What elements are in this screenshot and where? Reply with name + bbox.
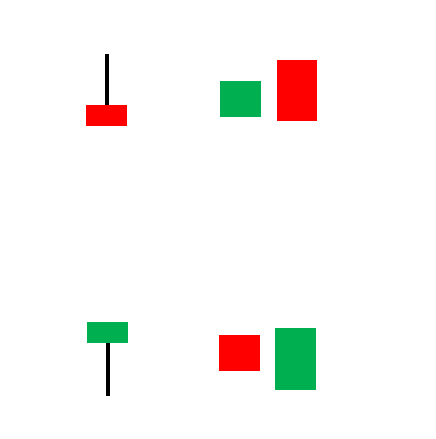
bearish-small-candle-body — [219, 335, 260, 371]
bullish-tall-candle-body — [275, 328, 316, 390]
pattern-hanging-man-bullish — [87, 322, 128, 396]
bearish-tall-candle-body — [277, 60, 317, 121]
bearish-candle-body — [86, 105, 127, 126]
pattern-inverted-hammer-bearish — [86, 54, 127, 126]
bullish-candle-body — [87, 322, 128, 343]
bullish-small-candle-body — [220, 81, 261, 117]
pattern-bearish-then-bullish-pair — [219, 328, 316, 390]
pattern-bullish-then-bearish-pair — [220, 60, 317, 121]
